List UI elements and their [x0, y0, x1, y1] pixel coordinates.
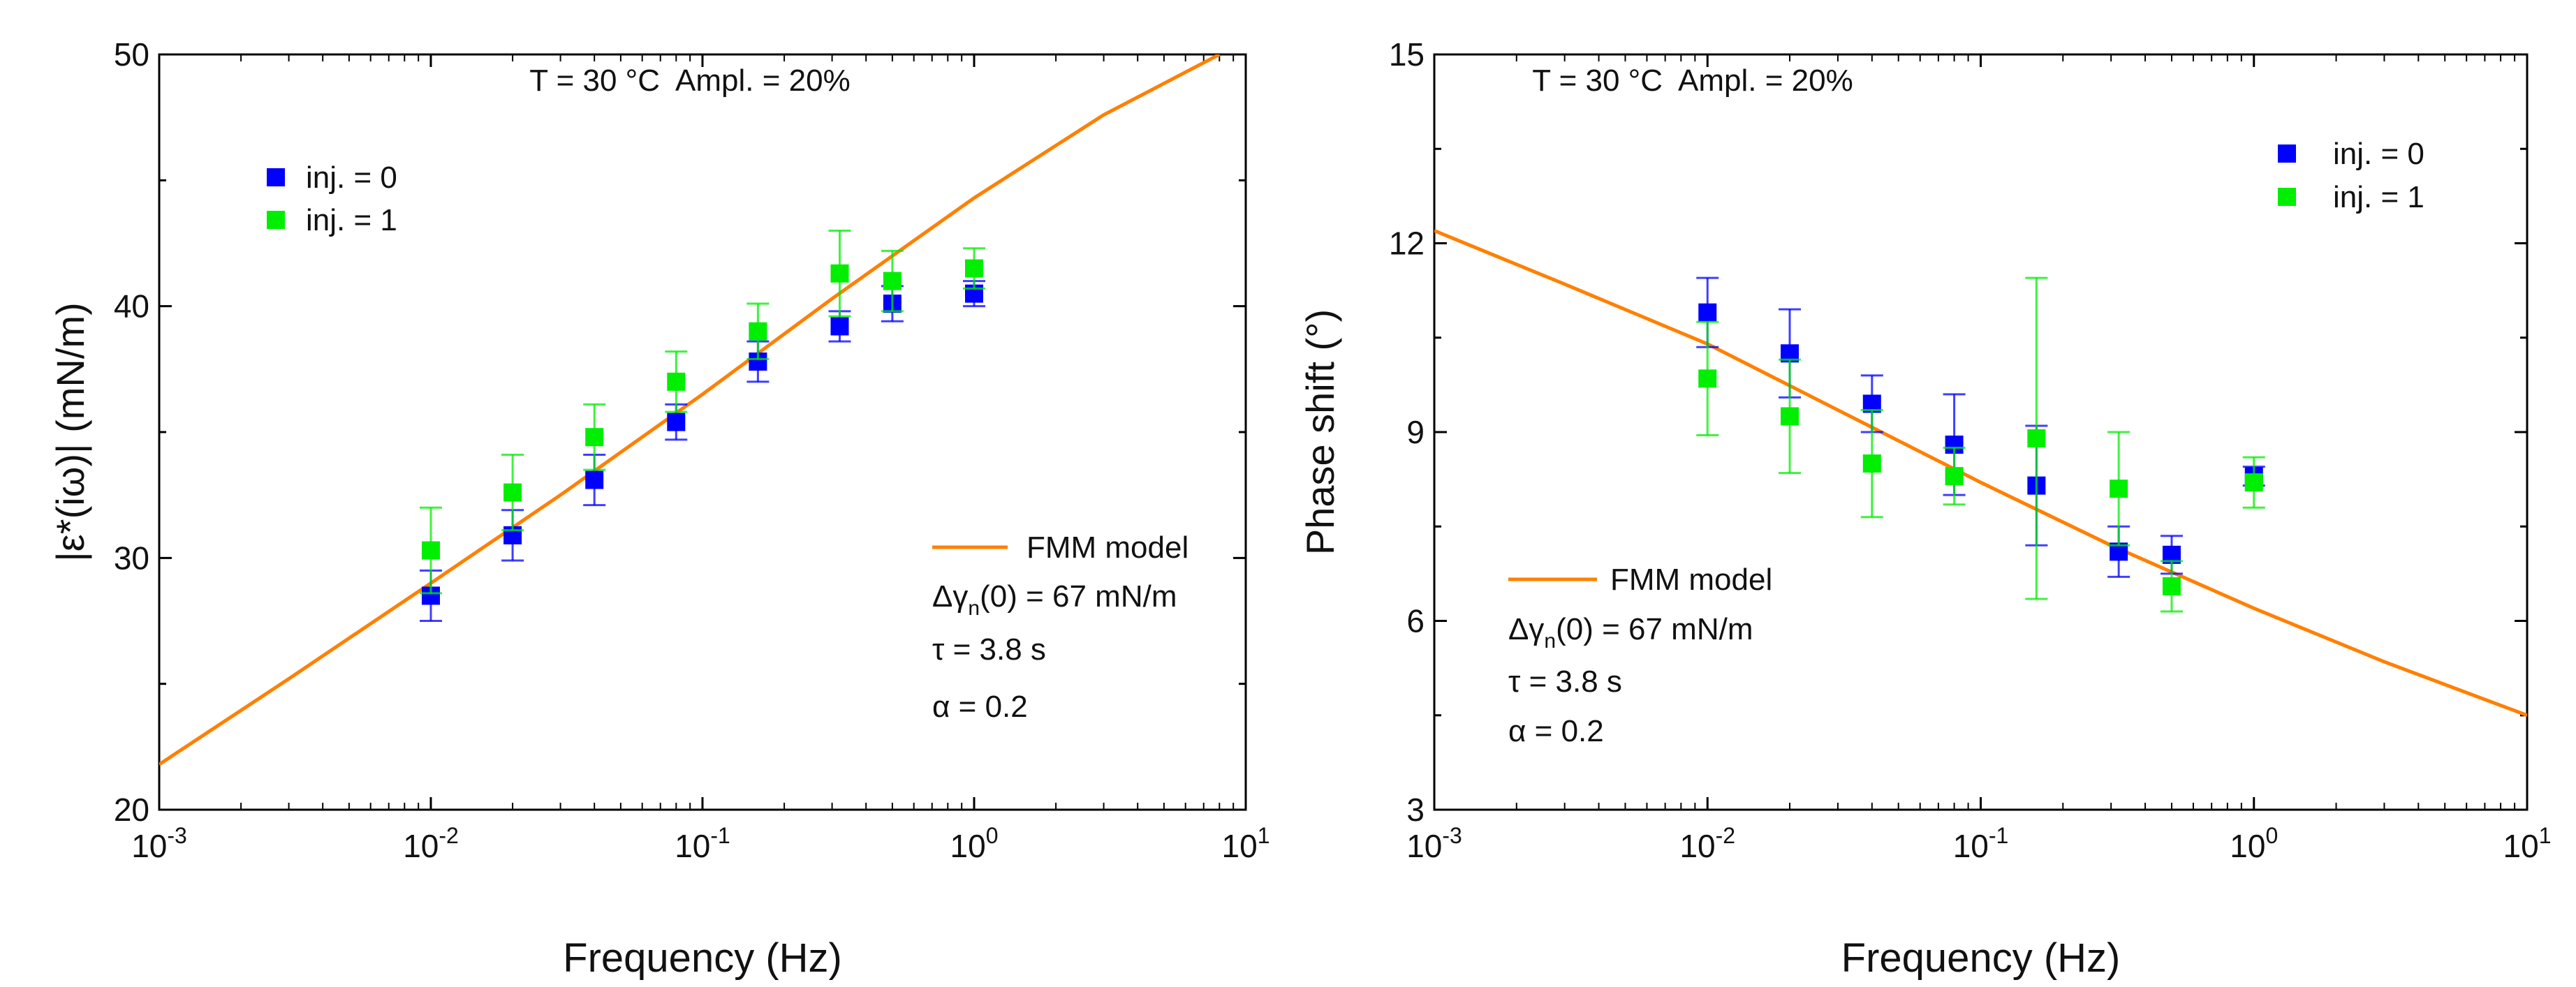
data-point: [2110, 480, 2128, 498]
series-inj-0: [1696, 276, 2265, 578]
data-point: [585, 428, 604, 447]
data-point: [1698, 369, 1717, 388]
x-tick-base: 10: [1679, 828, 1715, 864]
data-point: [1698, 303, 1717, 322]
x-tick-label: 10-3: [1406, 823, 1462, 864]
x-tick-label: 10-1: [1953, 823, 2009, 864]
param-dgamma-sub: n: [1544, 630, 1556, 653]
param-alpha: α = 0.2: [1508, 714, 1604, 748]
data-point: [1945, 467, 1964, 486]
x-tick-base: 10: [1406, 828, 1442, 864]
x-tick-label: 10-2: [403, 823, 459, 864]
data-point: [503, 483, 522, 502]
x-tick-label: 10-2: [1679, 823, 1735, 864]
x-tick-exponent: 1: [1258, 823, 1270, 848]
param-dgamma: Δγn(0) = 67 mN/m: [932, 579, 1177, 620]
y-tick-label: 6: [1406, 603, 1425, 639]
series-inj-0: [420, 280, 985, 622]
series-inj-1: [420, 229, 985, 595]
data-point: [2244, 473, 2263, 492]
y-tick-label: 30: [114, 540, 149, 576]
data-point: [883, 272, 901, 290]
data-point: [667, 372, 686, 391]
x-tick-exponent: -3: [1442, 823, 1462, 848]
model-curve: [159, 54, 1221, 766]
y-axis-label: |ε*(iω)| (mN/m): [48, 302, 92, 561]
x-tick-label: 100: [950, 823, 999, 864]
data-point: [422, 541, 440, 560]
legend-marker: [2278, 188, 2296, 206]
y-tick-label: 40: [114, 288, 149, 325]
x-tick-label: 101: [1222, 823, 1270, 864]
param-tau: τ = 3.8 s: [932, 632, 1046, 667]
legend-label: inj. = 0: [306, 161, 397, 195]
y-tick-label: 9: [1406, 414, 1425, 450]
legend-model-label: FMM model: [1026, 530, 1188, 565]
data-point: [830, 317, 849, 336]
data-point: [585, 470, 604, 489]
data-point: [749, 322, 767, 341]
y-tick-label: 20: [114, 792, 149, 828]
x-tick-exponent: 0: [2265, 823, 2278, 848]
x-tick-base: 10: [131, 828, 167, 864]
legend-label: inj. = 1: [2333, 180, 2424, 214]
legend-marker: [267, 211, 285, 229]
y-tick-label: 50: [114, 36, 149, 73]
legend-marker: [2278, 144, 2296, 163]
x-axis-label: Frequency (Hz): [563, 935, 842, 981]
data-point: [2162, 577, 2181, 595]
x-tick-exponent: -2: [439, 823, 458, 848]
x-tick-label: 100: [2230, 823, 2278, 864]
param-dgamma-symbol: Δγ: [932, 579, 968, 614]
chart-title: T = 30 °C Ampl. = 20%: [1532, 64, 1853, 98]
param-dgamma-value: (0) = 67 mN/m: [1556, 612, 1753, 646]
y-tick-label: 3: [1406, 792, 1425, 828]
data-point: [830, 264, 849, 283]
x-tick-label: 10-3: [131, 823, 187, 864]
param-dgamma-sub: n: [968, 597, 980, 620]
x-tick-exponent: 0: [986, 823, 999, 848]
model-curve: [1434, 229, 2527, 718]
legend-model-label: FMM model: [1610, 563, 1772, 597]
x-tick-base: 10: [950, 828, 986, 864]
x-tick-base: 10: [1953, 828, 1989, 864]
x-tick-base: 10: [2503, 828, 2539, 864]
y-tick-label: 15: [1389, 36, 1425, 73]
legend-label: inj. = 1: [306, 203, 397, 237]
data-point: [1781, 407, 1799, 426]
param-alpha: α = 0.2: [932, 690, 1028, 724]
data-point: [2027, 429, 2046, 448]
x-tick-exponent: 1: [2539, 823, 2552, 848]
x-tick-exponent: -2: [1716, 823, 1735, 848]
x-tick-exponent: -1: [710, 823, 730, 848]
legend-marker: [267, 168, 285, 186]
data-point: [1862, 454, 1881, 473]
legend-label: inj. = 0: [2333, 137, 2424, 171]
param-dgamma: Δγn(0) = 67 mN/m: [1508, 612, 1753, 653]
data-point: [965, 259, 983, 278]
y-tick-label: 12: [1389, 225, 1425, 262]
x-axis-label: Frequency (Hz): [1841, 935, 2121, 981]
data-point: [667, 413, 686, 431]
param-tau: τ = 3.8 s: [1508, 665, 1622, 699]
x-tick-label: 10-1: [675, 823, 730, 864]
x-tick-base: 10: [403, 828, 439, 864]
param-dgamma-value: (0) = 67 mN/m: [980, 579, 1177, 614]
x-tick-base: 10: [675, 828, 710, 864]
y-axis-label: Phase shift (°): [1298, 309, 1342, 555]
x-tick-base: 10: [2230, 828, 2265, 864]
x-tick-exponent: -3: [167, 823, 186, 848]
x-tick-label: 101: [2503, 823, 2552, 864]
x-tick-base: 10: [1222, 828, 1258, 864]
param-dgamma-symbol: Δγ: [1508, 612, 1544, 646]
series-inj-1: [1696, 276, 2265, 613]
chart-title: T = 30 °C Ampl. = 20%: [529, 64, 850, 98]
x-tick-exponent: -1: [1989, 823, 2008, 848]
